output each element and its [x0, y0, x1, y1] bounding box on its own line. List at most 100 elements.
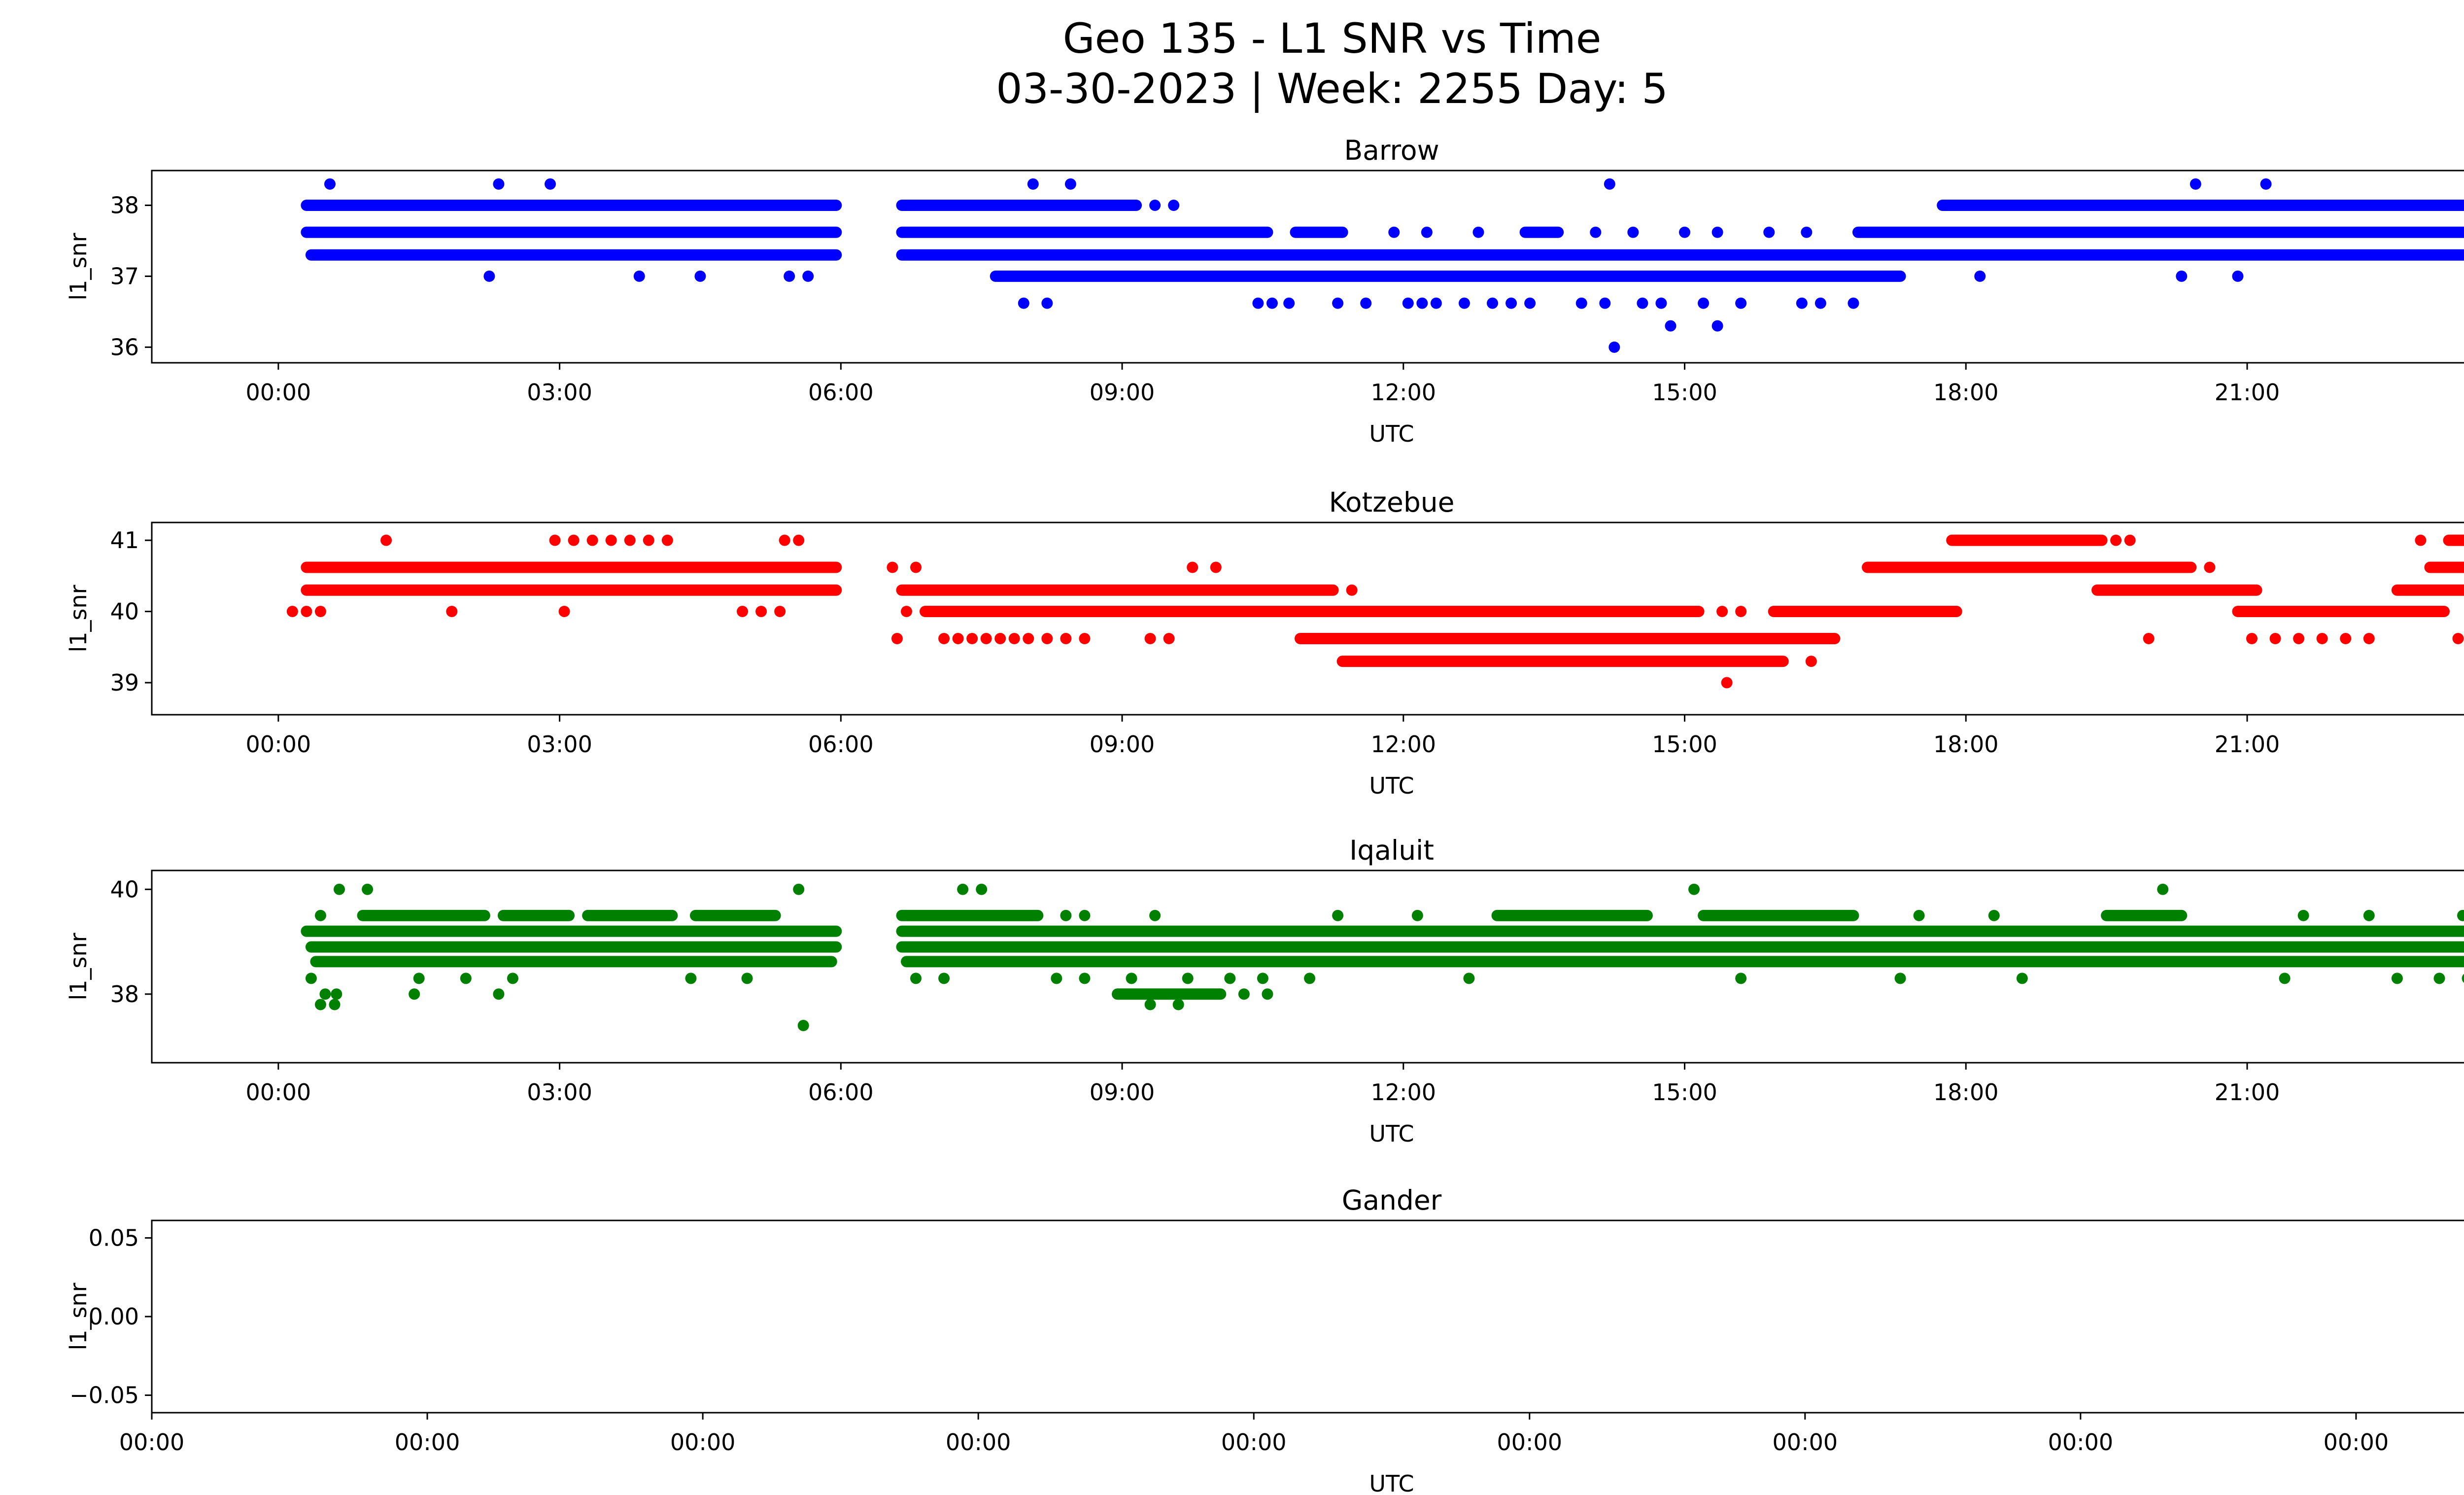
data-point — [1679, 226, 1691, 238]
data-point — [1182, 973, 1194, 984]
data-point — [1027, 178, 1039, 190]
data-point — [460, 973, 472, 984]
data-point — [493, 988, 505, 1000]
scatter-series — [286, 534, 2464, 689]
data-point — [2110, 534, 2122, 546]
data-point — [966, 632, 978, 644]
data-point — [324, 178, 336, 190]
data-point — [586, 534, 598, 546]
data-point — [507, 973, 518, 984]
data-point — [1458, 297, 1470, 309]
x-tick-label: 15:00 — [1652, 731, 1717, 758]
data-point — [545, 178, 556, 190]
y-axis-label: l1_snr — [65, 233, 92, 300]
data-point — [737, 606, 749, 618]
data-point — [1079, 909, 1091, 921]
data-point — [1144, 632, 1156, 644]
x-tick-label: 09:00 — [1090, 1079, 1155, 1106]
data-point — [1698, 297, 1710, 309]
y-axis-label: l1_snr — [65, 585, 92, 652]
data-point — [1360, 297, 1372, 309]
data-point — [793, 534, 805, 546]
data-point — [1238, 988, 1250, 1000]
x-tick-label: 15:00 — [1652, 379, 1717, 406]
data-point — [952, 632, 964, 644]
data-point — [980, 632, 992, 644]
data-point — [2363, 909, 2375, 921]
x-tick-label: 12:00 — [1370, 379, 1436, 406]
data-point — [314, 606, 326, 618]
data-point — [2415, 534, 2427, 546]
data-point — [1487, 297, 1499, 309]
x-tick-label: 12:00 — [1370, 731, 1436, 758]
plot-box — [151, 1219, 2464, 1414]
data-point — [1688, 883, 1700, 895]
data-point — [1163, 632, 1175, 644]
data-point — [1018, 297, 1029, 309]
plot-box — [151, 869, 2464, 1064]
y-axis-label: l1_snr — [65, 1283, 92, 1350]
data-point — [1252, 297, 1264, 309]
data-point — [891, 632, 903, 644]
data-point — [1041, 297, 1053, 309]
plot-box — [151, 522, 2464, 716]
x-tick-label: 00:00 — [119, 1429, 185, 1456]
data-point — [2433, 973, 2445, 984]
x-tick-label: 06:00 — [808, 731, 874, 758]
x-tick-label: 00:00 — [246, 731, 311, 758]
data-point — [661, 534, 673, 546]
data-point — [1506, 297, 1517, 309]
data-point — [483, 270, 495, 282]
data-point — [1988, 909, 2000, 921]
data-point — [493, 178, 505, 190]
data-point — [1168, 200, 1180, 211]
data-point — [685, 973, 697, 984]
data-point — [1304, 973, 1316, 984]
data-point — [2260, 178, 2272, 190]
data-point — [1814, 297, 1826, 309]
data-point — [1008, 632, 1020, 644]
data-point — [802, 270, 814, 282]
y-tick-label: 41 — [110, 527, 139, 554]
data-point — [2190, 178, 2201, 190]
data-point — [797, 1020, 809, 1032]
data-point — [1627, 226, 1639, 238]
x-axis-label: UTC — [1369, 1120, 1414, 1147]
data-point — [784, 270, 795, 282]
data-point — [1721, 677, 1733, 689]
y-tick-label: 40 — [110, 876, 139, 903]
data-point — [2232, 270, 2244, 282]
data-point — [1604, 178, 1615, 190]
data-point — [1187, 561, 1198, 573]
x-tick-label: 00:00 — [1221, 1429, 1287, 1456]
data-point — [1224, 973, 1236, 984]
data-point — [1346, 584, 1358, 596]
data-point — [1711, 226, 1723, 238]
figure-subtitle: 03-30-2023 | Week: 2255 Day: 5 — [996, 65, 1668, 113]
x-axis-label: UTC — [1369, 772, 1414, 799]
x-tick-label: 21:00 — [2215, 731, 2280, 758]
data-point — [2269, 632, 2281, 644]
data-point — [643, 534, 654, 546]
data-point — [793, 883, 805, 895]
data-point — [549, 534, 561, 546]
data-point — [2279, 973, 2291, 984]
x-axis: 00:00 03:00 06:00 09:00 12:00 15:00 18:00 21:00… — [246, 1063, 2280, 1106]
x-tick-label: 00:00 — [1497, 1429, 1562, 1456]
x-axis: 00:00 03:00 06:00 09:00 12:00 15:00 18:00 21:00… — [246, 715, 2280, 758]
data-point — [1735, 606, 1747, 618]
data-point — [1665, 320, 1677, 332]
data-point — [314, 909, 326, 921]
data-point — [633, 270, 645, 282]
data-point — [1266, 297, 1278, 309]
data-point — [1079, 973, 1091, 984]
data-point — [1430, 297, 1442, 309]
x-tick-label: 00:00 — [2048, 1429, 2114, 1456]
data-point — [1332, 909, 1344, 921]
x-tick-label: 00:00 — [246, 1079, 311, 1106]
data-point — [1608, 341, 1620, 353]
data-point — [2246, 632, 2258, 644]
data-point — [1763, 226, 1775, 238]
y-axis: 0.05 0.00 −0.05 — [69, 1224, 152, 1409]
data-point — [938, 973, 950, 984]
